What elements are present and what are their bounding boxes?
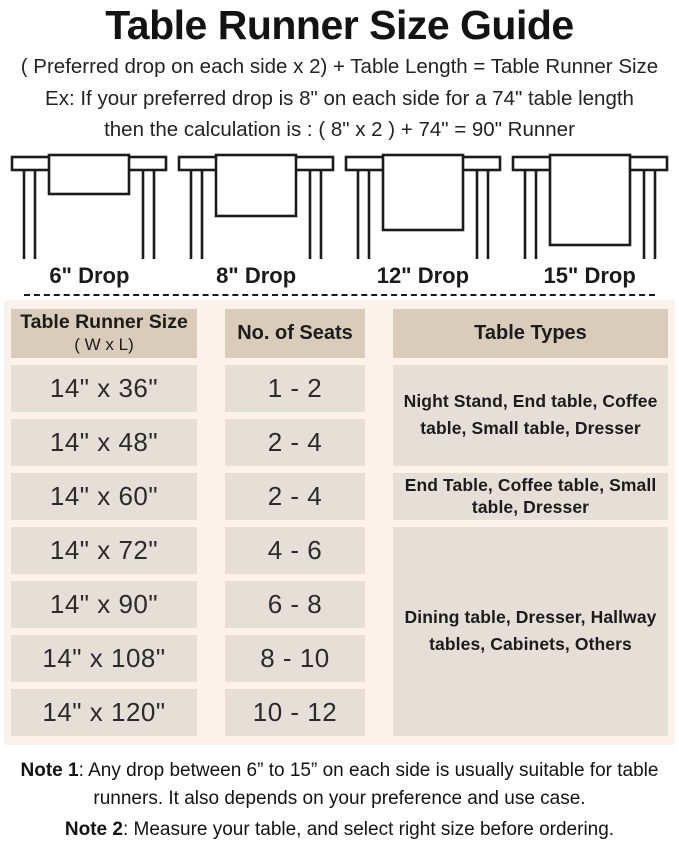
seats-cell: 2 - 4 xyxy=(225,472,365,520)
table-types-group-small: Night Stand, End table, Coffee table, Sm… xyxy=(393,364,668,466)
drop-15-illustration xyxy=(506,153,673,259)
seats-cell: 1 - 2 xyxy=(225,364,365,412)
drop-label-8: 8" Drop xyxy=(216,262,297,288)
runner-size-cell: 14" x 90" xyxy=(11,580,197,628)
page-title: Table Runner Size Guide xyxy=(105,2,574,48)
runner-size-cell: 14" x 72" xyxy=(11,526,197,574)
seats-cell: 6 - 8 xyxy=(225,580,365,628)
drop-labels-row: 6" Drop 8" Drop 12" Drop 15" Drop xyxy=(0,263,679,289)
runner-size-cell: 14" x 60" xyxy=(11,472,197,520)
formula-text: ( Preferred drop on each side x 2) + Tab… xyxy=(20,55,659,79)
header-runner-size-sub: ( W x L) xyxy=(74,334,134,354)
runner-size-cell: 14" x 48" xyxy=(11,418,197,466)
seats-cell: 4 - 6 xyxy=(225,526,365,574)
table-types-group-medium: End Table, Coffee table, Small table, Dr… xyxy=(393,472,668,520)
drop-label-12: 12" Drop xyxy=(376,262,470,288)
table-runner-6-drop-icon xyxy=(11,153,168,259)
header-seats: No. of Seats xyxy=(225,308,365,358)
size-table-section: Table Runner Size ( W x L) No. of Seats … xyxy=(4,299,675,745)
seats-cell: 8 - 10 xyxy=(225,634,365,682)
note-2-text: : Measure your table, and select right s… xyxy=(122,818,615,840)
note-1-text: : Any drop between 6” to 15” on each sid… xyxy=(78,759,659,810)
example-line-2: then the calculation is : ( 8" x 2 ) + 7… xyxy=(104,118,575,142)
note-2-label: Note 2 xyxy=(64,818,123,840)
runner-size-cell: 14" x 108" xyxy=(11,634,197,682)
seats-cell: 2 - 4 xyxy=(225,418,365,466)
example-line-1: Ex: If your preferred drop is 8" on each… xyxy=(45,86,634,110)
runner-size-cell: 14" x 36" xyxy=(11,364,197,412)
note-2: Note 2: Measure your table, and select r… xyxy=(10,816,670,844)
notes-block: Note 1: Any drop between 6” to 15” on ea… xyxy=(10,757,670,844)
header-runner-size-title: Table Runner Size xyxy=(20,311,188,334)
drop-6-illustration xyxy=(6,153,173,259)
table-types-group-large: Dining table, Dresser, Hallway tables, C… xyxy=(393,526,668,736)
runner-size-cell: 14" x 120" xyxy=(11,688,197,736)
drop-label-6: 6" Drop xyxy=(49,262,130,288)
note-1: Note 1: Any drop between 6” to 15” on ea… xyxy=(10,757,670,814)
dashed-divider xyxy=(24,293,655,296)
drop-label-15: 15" Drop xyxy=(543,262,636,288)
table-runner-8-drop-icon xyxy=(177,153,335,259)
note-1-label: Note 1 xyxy=(20,759,79,781)
header-table-types: Table Types xyxy=(393,308,668,358)
table-runner-15-drop-icon xyxy=(511,153,668,259)
size-table: Table Runner Size ( W x L) No. of Seats … xyxy=(11,308,668,736)
seats-cell: 10 - 12 xyxy=(225,688,365,736)
drop-8-illustration xyxy=(173,153,340,259)
header-runner-size: Table Runner Size ( W x L) xyxy=(11,308,197,358)
drop-illustrations-row xyxy=(0,153,679,259)
drop-12-illustration xyxy=(340,153,507,259)
table-runner-12-drop-icon xyxy=(344,153,502,259)
